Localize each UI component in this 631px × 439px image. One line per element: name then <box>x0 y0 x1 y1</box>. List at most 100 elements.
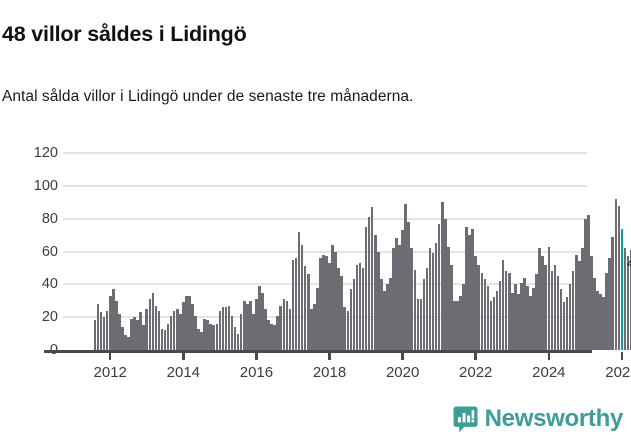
bar[interactable] <box>523 277 526 350</box>
bar[interactable] <box>459 295 462 350</box>
bar[interactable] <box>236 333 240 350</box>
bar[interactable] <box>230 315 234 350</box>
bar[interactable] <box>352 279 356 350</box>
bar[interactable] <box>456 300 459 350</box>
bar[interactable] <box>507 272 511 350</box>
bar[interactable] <box>629 249 631 350</box>
bar[interactable] <box>121 327 124 350</box>
bar[interactable] <box>584 218 587 350</box>
bar[interactable] <box>504 271 508 350</box>
bar[interactable] <box>188 295 191 350</box>
bar[interactable] <box>178 313 182 350</box>
bar[interactable] <box>118 313 121 350</box>
bar[interactable] <box>151 292 155 350</box>
bar[interactable] <box>276 315 280 350</box>
bar[interactable] <box>376 251 380 350</box>
bar[interactable] <box>380 279 383 350</box>
bar[interactable] <box>501 259 505 350</box>
bar[interactable] <box>465 226 468 350</box>
bar[interactable] <box>99 312 103 350</box>
bar[interactable] <box>334 251 337 350</box>
bar[interactable] <box>571 271 575 350</box>
bar[interactable] <box>517 294 520 350</box>
bar[interactable] <box>514 284 517 350</box>
bar[interactable] <box>413 269 417 350</box>
bar[interactable] <box>337 267 340 350</box>
bar[interactable] <box>358 263 362 350</box>
bar[interactable] <box>574 254 578 350</box>
bar[interactable] <box>364 226 368 350</box>
bar[interactable] <box>626 256 630 350</box>
bar[interactable] <box>431 253 435 350</box>
bar[interactable] <box>221 307 225 350</box>
bar[interactable] <box>556 276 560 350</box>
bar[interactable] <box>279 305 283 350</box>
bar[interactable] <box>182 302 185 350</box>
bar[interactable] <box>343 307 347 350</box>
bar[interactable] <box>267 320 270 350</box>
bar[interactable] <box>483 279 487 350</box>
bar[interactable] <box>224 307 228 350</box>
bar[interactable] <box>447 246 450 350</box>
bar[interactable] <box>227 305 231 350</box>
bar[interactable] <box>93 320 97 350</box>
bar[interactable] <box>355 264 359 350</box>
bar[interactable] <box>215 323 219 350</box>
bar[interactable] <box>535 274 538 350</box>
bar[interactable] <box>297 231 301 350</box>
bar[interactable] <box>437 223 441 350</box>
bar[interactable] <box>383 290 386 350</box>
bar[interactable] <box>288 308 292 350</box>
bar[interactable] <box>96 304 100 350</box>
bar[interactable] <box>105 310 109 350</box>
bar[interactable] <box>498 281 502 350</box>
bar[interactable] <box>203 318 206 350</box>
bar[interactable] <box>462 284 465 350</box>
bar[interactable] <box>115 300 118 350</box>
bar[interactable] <box>520 282 523 350</box>
bar[interactable] <box>124 335 127 350</box>
bar[interactable] <box>611 236 615 350</box>
bar[interactable] <box>191 304 194 350</box>
bar[interactable] <box>127 336 130 350</box>
bar[interactable] <box>148 299 152 350</box>
bar[interactable] <box>346 310 350 350</box>
bar[interactable] <box>581 248 584 350</box>
bar[interactable] <box>133 317 136 350</box>
bar-highlighted[interactable] <box>620 228 624 350</box>
bar[interactable] <box>264 308 267 350</box>
bar[interactable] <box>559 289 563 350</box>
bar[interactable] <box>544 264 548 350</box>
bar[interactable] <box>538 248 541 350</box>
bar[interactable] <box>602 297 605 350</box>
bar[interactable] <box>425 267 429 350</box>
bar[interactable] <box>252 313 255 350</box>
bar[interactable] <box>303 266 307 350</box>
bar[interactable] <box>300 244 304 350</box>
bar[interactable] <box>541 256 545 350</box>
bar[interactable] <box>486 285 490 350</box>
bar[interactable] <box>404 203 407 350</box>
bar[interactable] <box>331 244 334 350</box>
bar[interactable] <box>212 325 216 350</box>
bar[interactable] <box>163 330 167 350</box>
bar[interactable] <box>200 331 203 350</box>
bar[interactable] <box>529 295 532 350</box>
bar[interactable] <box>197 328 200 350</box>
bar[interactable] <box>492 297 496 350</box>
bar[interactable] <box>617 205 621 350</box>
bar[interactable] <box>349 289 353 350</box>
bar[interactable] <box>282 299 286 350</box>
bar[interactable] <box>587 215 590 350</box>
bar[interactable] <box>596 290 599 350</box>
bar[interactable] <box>166 323 170 350</box>
bar[interactable] <box>489 300 493 350</box>
bar[interactable] <box>169 315 173 350</box>
bar[interactable] <box>495 290 499 350</box>
bar[interactable] <box>443 218 447 350</box>
bar[interactable] <box>428 248 432 350</box>
bar[interactable] <box>568 284 572 350</box>
bar[interactable] <box>480 272 484 350</box>
bar[interactable] <box>233 327 237 350</box>
bar[interactable] <box>322 254 325 350</box>
